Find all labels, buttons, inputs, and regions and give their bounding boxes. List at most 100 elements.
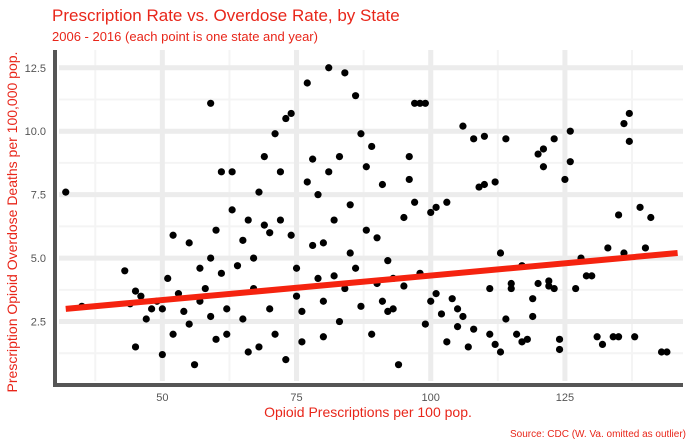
data-point xyxy=(405,175,413,184)
data-point xyxy=(362,226,370,234)
data-point xyxy=(255,343,263,351)
data-point xyxy=(539,145,548,153)
data-point xyxy=(636,203,644,211)
data-point xyxy=(432,203,440,211)
data-point xyxy=(169,330,177,338)
data-point xyxy=(276,216,285,224)
data-point xyxy=(287,109,295,118)
data-point xyxy=(212,226,220,234)
data-point xyxy=(550,135,558,143)
data-point xyxy=(529,312,537,321)
data-point xyxy=(233,262,242,270)
data-point xyxy=(228,206,236,214)
data-point xyxy=(228,168,236,176)
data-point xyxy=(346,249,354,257)
data-point xyxy=(421,99,429,107)
data-point xyxy=(62,188,70,196)
data-point xyxy=(148,305,156,313)
data-point xyxy=(550,284,558,293)
data-point xyxy=(244,348,252,356)
data-point xyxy=(351,92,360,100)
data-point xyxy=(164,274,172,283)
data-point xyxy=(325,168,333,176)
data-point xyxy=(266,305,274,313)
y-tick-label: 5.0 xyxy=(31,253,46,265)
data-point xyxy=(582,272,590,280)
data-point xyxy=(534,279,542,288)
data-point xyxy=(368,142,376,151)
data-point xyxy=(266,229,274,237)
data-point xyxy=(341,284,349,293)
data-point xyxy=(212,335,220,343)
data-point xyxy=(244,216,252,224)
data-point xyxy=(260,152,268,161)
x-axis-label: Opioid Prescriptions per 100 pop. xyxy=(264,404,472,420)
data-point xyxy=(314,191,322,199)
data-point xyxy=(427,208,435,217)
data-point xyxy=(518,338,526,346)
data-point xyxy=(158,350,166,359)
source-caption: Source: CDC (W. Va. omitted as outlier) xyxy=(510,429,686,440)
data-point xyxy=(459,312,467,321)
data-point xyxy=(346,201,354,209)
data-point xyxy=(405,152,413,161)
data-point xyxy=(121,267,129,275)
data-point xyxy=(142,315,150,323)
y-tick-label: 10.0 xyxy=(25,126,46,138)
data-point xyxy=(496,249,505,257)
x-tick-label: 50 xyxy=(156,392,168,404)
data-point xyxy=(545,282,553,290)
data-point xyxy=(276,168,285,176)
y-axis-label: Prescription Opioid Overdose Deaths per … xyxy=(4,52,20,393)
data-point xyxy=(319,333,327,341)
data-point xyxy=(298,338,306,346)
data-point xyxy=(496,348,505,356)
data-point xyxy=(416,99,424,107)
data-point xyxy=(427,297,435,305)
data-point xyxy=(158,305,166,313)
data-point xyxy=(190,361,199,369)
data-point xyxy=(335,317,344,326)
data-point xyxy=(271,130,279,138)
data-point xyxy=(394,361,403,369)
data-point xyxy=(459,122,467,130)
data-point xyxy=(657,348,666,356)
data-point xyxy=(663,348,671,356)
data-point xyxy=(453,305,462,313)
data-point xyxy=(620,119,628,128)
data-point xyxy=(453,323,462,331)
data-point xyxy=(384,307,392,316)
data-point xyxy=(437,310,446,318)
data-point xyxy=(292,264,301,272)
data-point xyxy=(357,130,365,138)
data-point xyxy=(384,257,392,265)
data-point xyxy=(566,158,574,166)
x-tick-label: 125 xyxy=(556,392,574,404)
data-point xyxy=(292,292,301,300)
data-point xyxy=(513,330,521,338)
data-point xyxy=(641,244,650,252)
axes xyxy=(53,50,683,387)
data-point xyxy=(217,168,225,176)
data-point xyxy=(486,284,494,293)
data-point xyxy=(373,234,381,242)
data-point xyxy=(555,345,564,354)
data-point xyxy=(319,239,327,247)
chart-title: Prescription Rate vs. Overdose Rate, by … xyxy=(52,6,400,25)
data-point xyxy=(287,231,295,239)
data-point xyxy=(207,254,215,262)
data-point xyxy=(491,340,499,348)
data-point xyxy=(631,333,639,341)
trend-line xyxy=(65,250,678,312)
data-point xyxy=(502,135,510,143)
data-point xyxy=(217,269,225,277)
data-point xyxy=(561,175,569,184)
data-point xyxy=(609,333,617,341)
data-point xyxy=(185,239,193,247)
trend-line-group xyxy=(65,250,678,312)
data-point xyxy=(131,287,140,295)
data-point xyxy=(588,272,596,280)
data-point xyxy=(185,320,193,328)
data-point xyxy=(239,236,247,244)
